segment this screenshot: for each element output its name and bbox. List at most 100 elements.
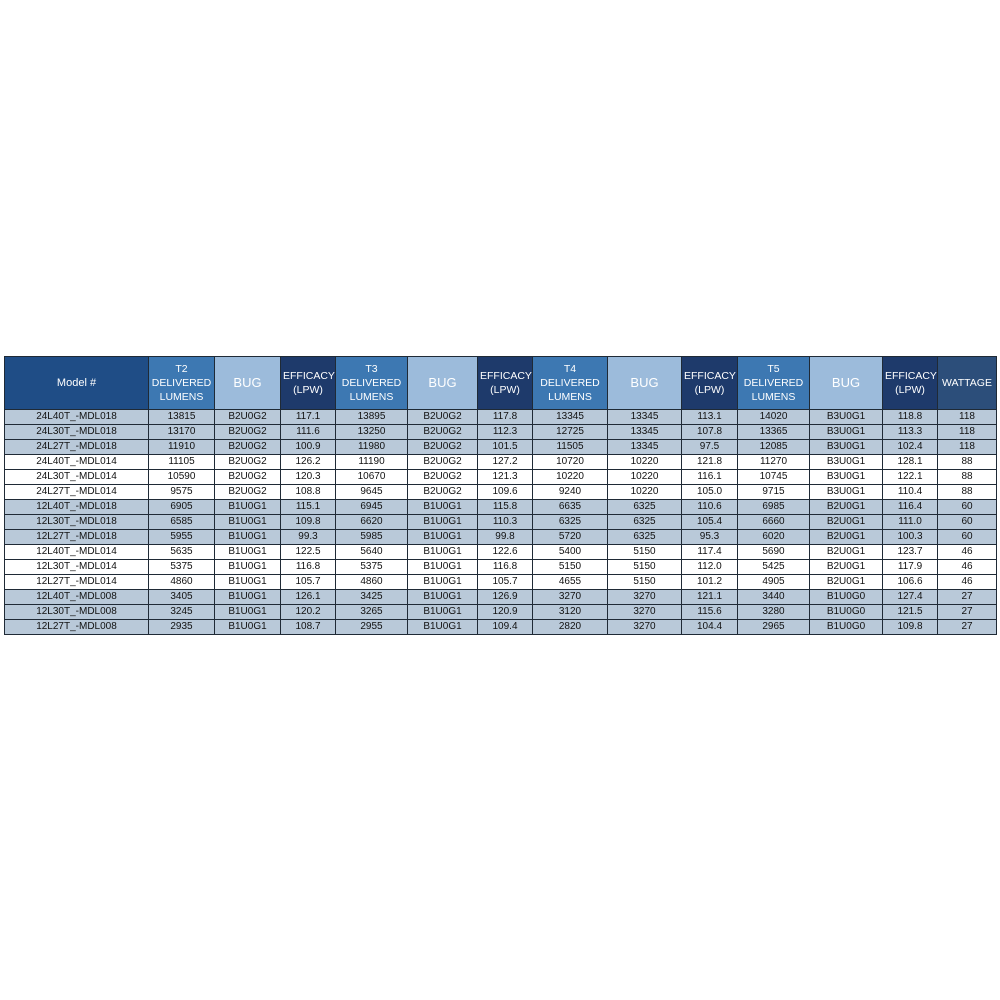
table-header-row: Model # T2 DELIVERED LUMENS BUG EFFICACY (L… xyxy=(4,356,997,410)
cell-t4-efficacy: 104.4 xyxy=(681,619,738,635)
header-t5-lumens: T5 DELIVERED LUMENS xyxy=(737,356,810,410)
cell-model: 24L40T_-MDL018 xyxy=(4,409,149,425)
cell-t5-bug: B3U0G1 xyxy=(809,424,883,440)
cell-t3-lumens: 5375 xyxy=(335,559,408,575)
cell-t4-bug: 10220 xyxy=(607,469,682,485)
cell-t2-efficacy: 108.8 xyxy=(280,484,336,500)
cell-model: 12L40T_-MDL008 xyxy=(4,589,149,605)
lumens-spec-table: Model # T2 DELIVERED LUMENS BUG EFFICACY (L… xyxy=(4,356,997,635)
cell-t5-lumens: 12085 xyxy=(737,439,810,455)
cell-t4-lumens: 2820 xyxy=(532,619,608,635)
table-body: 24L40T_-MDL018 13815 B2U0G2 117.1 13895 B2U0G… xyxy=(4,409,997,635)
cell-t4-efficacy: 121.8 xyxy=(681,454,738,470)
cell-t3-lumens: 3265 xyxy=(335,604,408,620)
cell-t4-lumens: 3270 xyxy=(532,589,608,605)
cell-t5-efficacy: 102.4 xyxy=(882,439,938,455)
table-row: 12L30T_-MDL008 3245 B1U0G1 120.2 3265 B1U0G1 1… xyxy=(4,604,997,620)
cell-t2-lumens: 13170 xyxy=(148,424,215,440)
cell-t3-lumens: 6945 xyxy=(335,499,408,515)
table-row: 12L30T_-MDL014 5375 B1U0G1 116.8 5375 B1U0G1 1… xyxy=(4,559,997,575)
cell-t4-lumens: 5400 xyxy=(532,544,608,560)
cell-t4-lumens: 10720 xyxy=(532,454,608,470)
cell-wattage: 46 xyxy=(937,574,997,590)
cell-t2-efficacy: 117.1 xyxy=(280,409,336,425)
cell-t5-efficacy: 116.4 xyxy=(882,499,938,515)
cell-t2-bug: B2U0G2 xyxy=(214,409,281,425)
cell-model: 12L30T_-MDL008 xyxy=(4,604,149,620)
cell-t5-bug: B2U0G1 xyxy=(809,529,883,545)
cell-model: 12L30T_-MDL018 xyxy=(4,514,149,530)
cell-wattage: 88 xyxy=(937,469,997,485)
cell-t2-lumens: 3405 xyxy=(148,589,215,605)
cell-t2-efficacy: 126.2 xyxy=(280,454,336,470)
cell-t2-lumens: 10590 xyxy=(148,469,215,485)
header-t2-lumens: T2 DELIVERED LUMENS xyxy=(148,356,215,410)
cell-t5-efficacy: 127.4 xyxy=(882,589,938,605)
header-t4-bug: BUG xyxy=(607,356,682,410)
cell-t2-bug: B2U0G2 xyxy=(214,439,281,455)
cell-t3-efficacy: 122.6 xyxy=(477,544,533,560)
cell-t5-lumens: 5690 xyxy=(737,544,810,560)
cell-t5-bug: B1U0G0 xyxy=(809,589,883,605)
cell-wattage: 118 xyxy=(937,439,997,455)
cell-t4-lumens: 11505 xyxy=(532,439,608,455)
cell-t4-lumens: 10220 xyxy=(532,469,608,485)
spec-table-container: Model # T2 DELIVERED LUMENS BUG EFFICACY (L… xyxy=(4,356,997,635)
cell-t3-bug: B2U0G2 xyxy=(407,439,478,455)
cell-t3-bug: B1U0G1 xyxy=(407,589,478,605)
cell-t5-bug: B2U0G1 xyxy=(809,574,883,590)
cell-t2-efficacy: 100.9 xyxy=(280,439,336,455)
cell-t4-efficacy: 121.1 xyxy=(681,589,738,605)
cell-t3-lumens: 2955 xyxy=(335,619,408,635)
cell-wattage: 88 xyxy=(937,454,997,470)
cell-t5-bug: B3U0G1 xyxy=(809,484,883,500)
cell-t4-lumens: 5150 xyxy=(532,559,608,575)
cell-t5-efficacy: 109.8 xyxy=(882,619,938,635)
cell-t3-bug: B1U0G1 xyxy=(407,574,478,590)
table-row: 12L30T_-MDL018 6585 B1U0G1 109.8 6620 B1U0G1 1… xyxy=(4,514,997,530)
cell-t2-efficacy: 126.1 xyxy=(280,589,336,605)
cell-t5-efficacy: 118.8 xyxy=(882,409,938,425)
cell-t4-bug: 3270 xyxy=(607,589,682,605)
cell-wattage: 46 xyxy=(937,544,997,560)
cell-t5-efficacy: 111.0 xyxy=(882,514,938,530)
table-row: 12L27T_-MDL014 4860 B1U0G1 105.7 4860 B1U0G1 1… xyxy=(4,574,997,590)
cell-t3-lumens: 6620 xyxy=(335,514,408,530)
cell-t2-efficacy: 120.3 xyxy=(280,469,336,485)
cell-t5-efficacy: 117.9 xyxy=(882,559,938,575)
cell-t3-lumens: 13895 xyxy=(335,409,408,425)
cell-t4-bug: 5150 xyxy=(607,574,682,590)
cell-t2-bug: B1U0G1 xyxy=(214,559,281,575)
table-row: 12L40T_-MDL014 5635 B1U0G1 122.5 5640 B1U0G1 1… xyxy=(4,544,997,560)
cell-t5-efficacy: 106.6 xyxy=(882,574,938,590)
cell-wattage: 60 xyxy=(937,499,997,515)
cell-t2-lumens: 2935 xyxy=(148,619,215,635)
cell-t4-lumens: 6635 xyxy=(532,499,608,515)
cell-t2-bug: B2U0G2 xyxy=(214,469,281,485)
cell-t5-lumens: 9715 xyxy=(737,484,810,500)
cell-t2-efficacy: 108.7 xyxy=(280,619,336,635)
cell-t3-efficacy: 120.9 xyxy=(477,604,533,620)
cell-t4-efficacy: 105.4 xyxy=(681,514,738,530)
cell-t2-bug: B1U0G1 xyxy=(214,544,281,560)
header-t3-efficacy: EFFICACY (LPW) xyxy=(477,356,533,410)
cell-model: 12L40T_-MDL018 xyxy=(4,499,149,515)
cell-t2-lumens: 6585 xyxy=(148,514,215,530)
cell-t5-bug: B2U0G1 xyxy=(809,499,883,515)
cell-t4-bug: 10220 xyxy=(607,454,682,470)
table-row: 24L30T_-MDL018 13170 B2U0G2 111.6 13250 B2U0G… xyxy=(4,424,997,440)
cell-model: 24L30T_-MDL014 xyxy=(4,469,149,485)
cell-wattage: 88 xyxy=(937,484,997,500)
cell-t5-bug: B1U0G0 xyxy=(809,619,883,635)
cell-t2-bug: B1U0G1 xyxy=(214,514,281,530)
cell-t5-bug: B2U0G1 xyxy=(809,544,883,560)
cell-t3-efficacy: 101.5 xyxy=(477,439,533,455)
cell-t4-bug: 10220 xyxy=(607,484,682,500)
cell-t5-efficacy: 122.1 xyxy=(882,469,938,485)
cell-t4-bug: 13345 xyxy=(607,424,682,440)
cell-t5-bug: B2U0G1 xyxy=(809,559,883,575)
cell-t2-efficacy: 120.2 xyxy=(280,604,336,620)
cell-t3-efficacy: 126.9 xyxy=(477,589,533,605)
cell-t5-lumens: 10745 xyxy=(737,469,810,485)
cell-model: 12L27T_-MDL008 xyxy=(4,619,149,635)
